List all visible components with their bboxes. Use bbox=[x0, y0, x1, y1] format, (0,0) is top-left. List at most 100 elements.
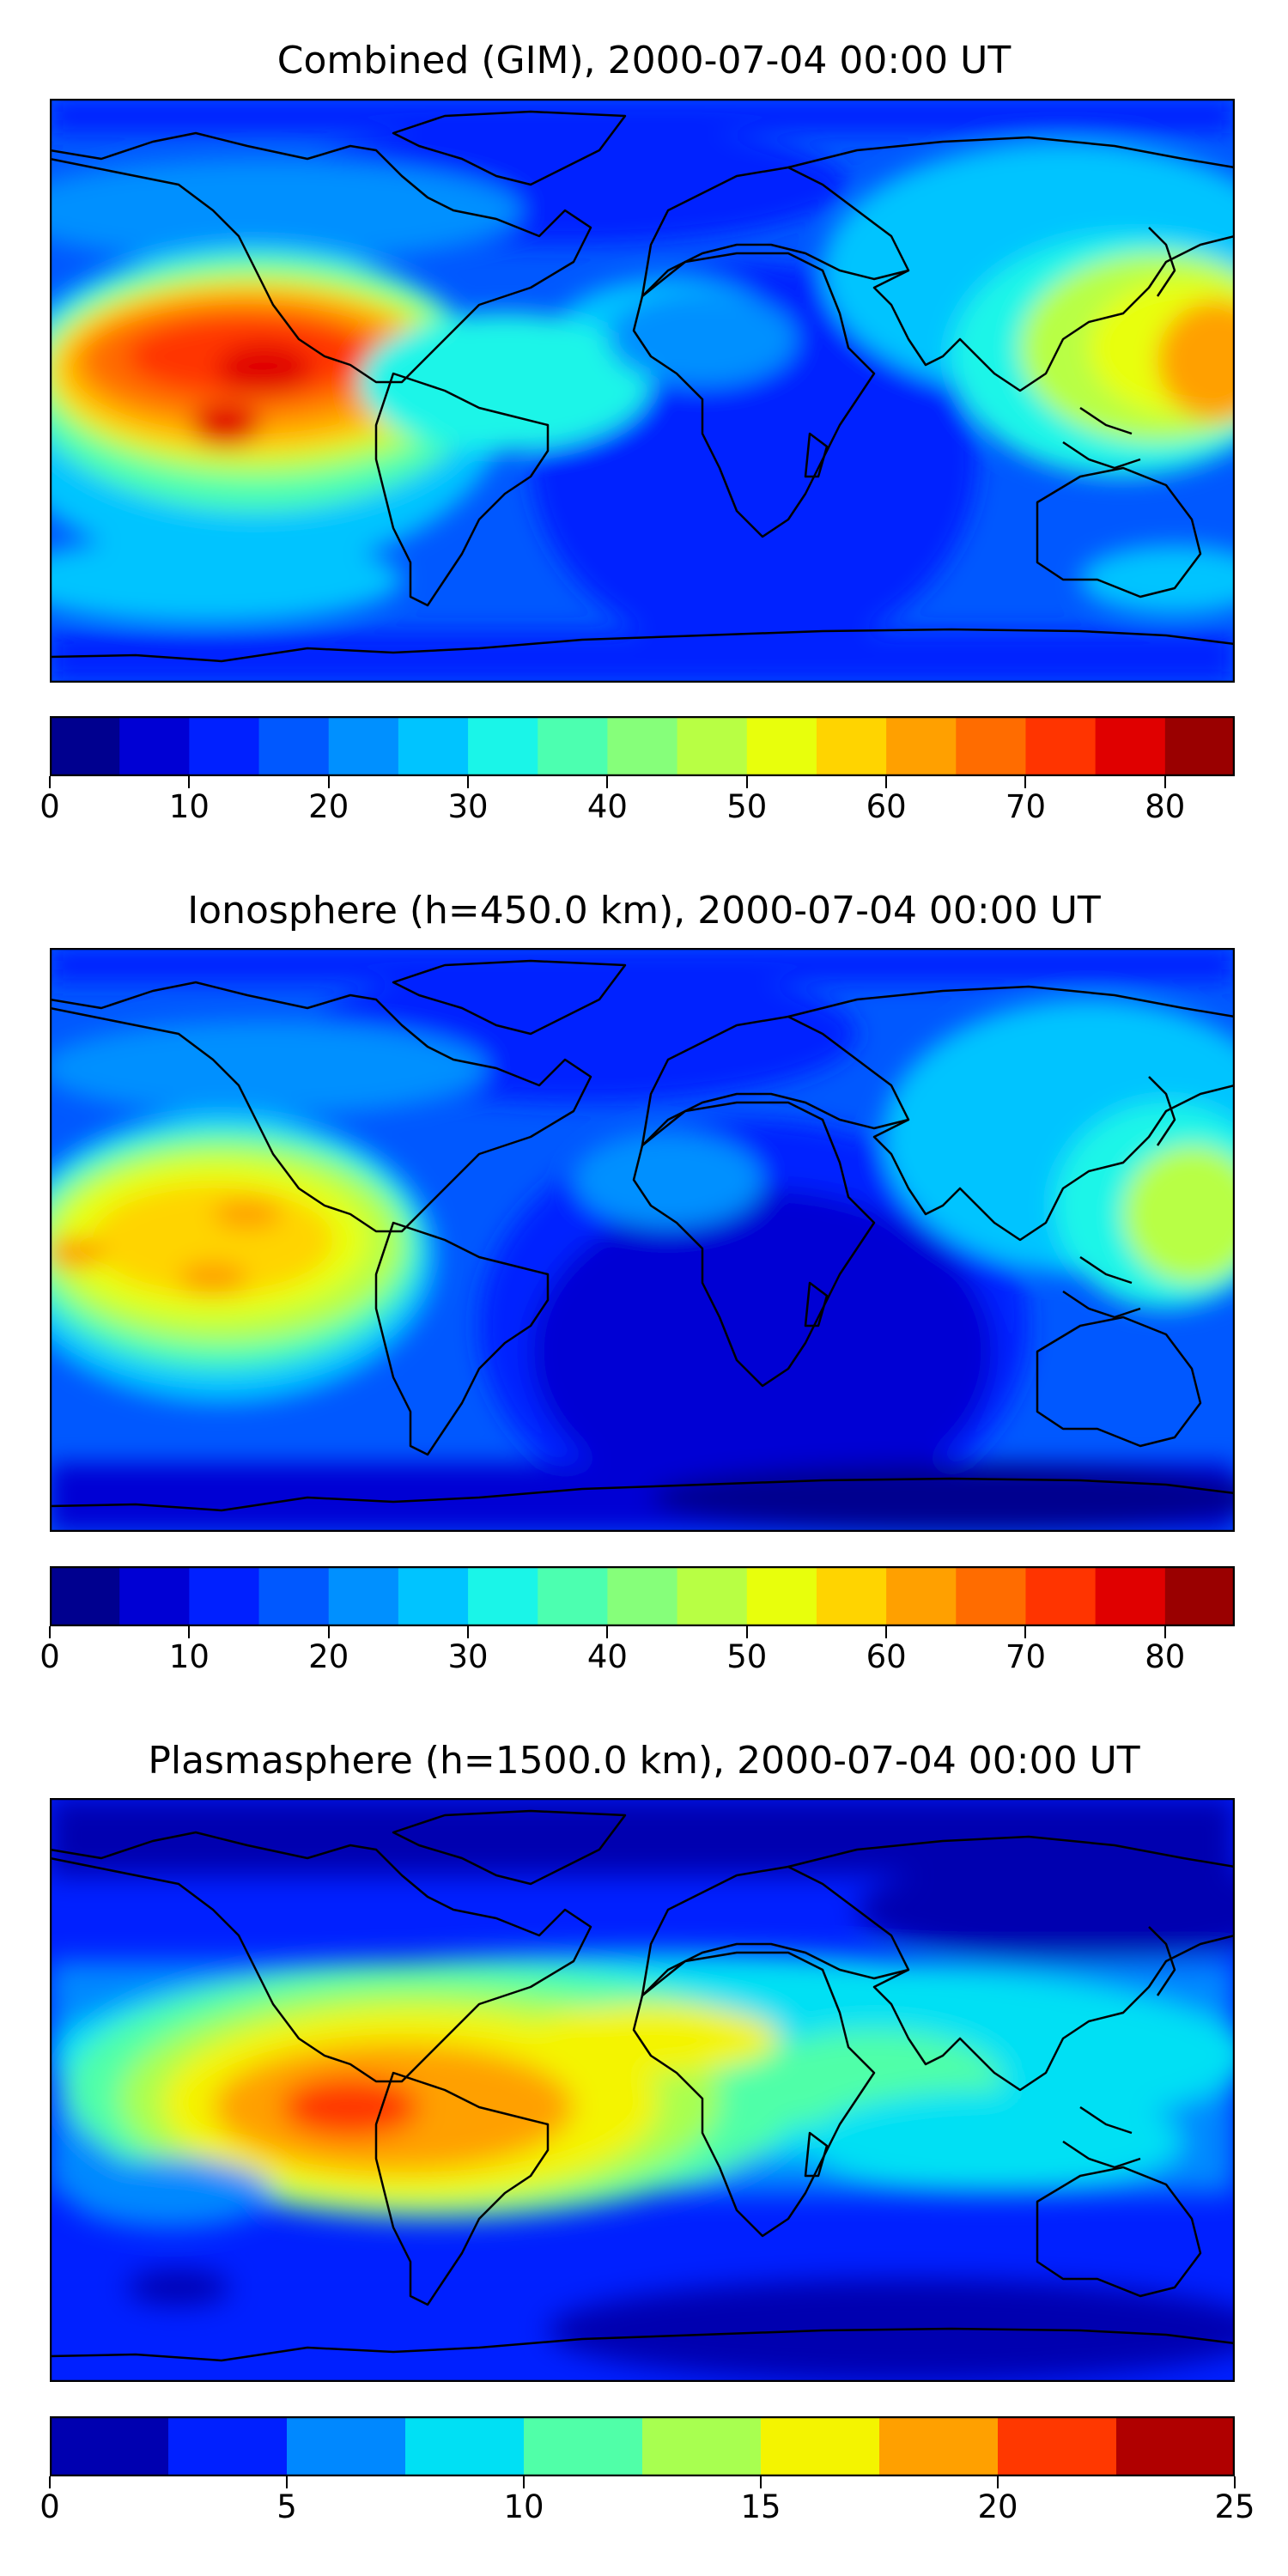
panel-title: Combined (GIM), 2000-07-04 00:00 UT bbox=[276, 39, 1012, 82]
colorbar-segment bbox=[1164, 1566, 1235, 1626]
colorbar-tick-label: 60 bbox=[866, 1638, 907, 1675]
colorbar-tick-mark bbox=[327, 1626, 330, 1638]
colorbar-tick-label: 80 bbox=[1145, 1638, 1186, 1675]
colorbar-segment bbox=[1025, 716, 1097, 776]
colorbar-tick-label: 5 bbox=[276, 2488, 297, 2525]
colorbar-segment bbox=[398, 1566, 469, 1626]
colorbar-tick-mark bbox=[1234, 2476, 1236, 2488]
colorbar-tick-mark bbox=[467, 1626, 470, 1638]
colorbar-plasmasphere bbox=[50, 2416, 1235, 2476]
colorbar-tick-mark bbox=[49, 776, 51, 788]
colorbar-svg bbox=[50, 1566, 1235, 1626]
colorbar-segment bbox=[258, 716, 330, 776]
colorbar-tick-label: 10 bbox=[168, 1638, 210, 1675]
colorbar-segment bbox=[524, 2416, 643, 2476]
colorbar-segment bbox=[538, 716, 608, 776]
coastlines bbox=[50, 959, 1235, 1512]
colorbar-tick-label: 20 bbox=[977, 2488, 1018, 2525]
colorbar-tick-label: 40 bbox=[586, 788, 628, 825]
colorbar-segment bbox=[1116, 2416, 1235, 2476]
colorbar-svg bbox=[50, 2416, 1235, 2476]
colorbar-tick-label: 0 bbox=[39, 788, 60, 825]
colorbar-tick-mark bbox=[327, 776, 330, 788]
panel-title: Ionosphere (h=450.0 km), 2000-07-04 00:0… bbox=[187, 889, 1101, 933]
colorbar-combined bbox=[50, 716, 1235, 776]
colorbar-tick-mark bbox=[760, 2476, 762, 2488]
map-svg bbox=[50, 99, 1235, 683]
map-svg bbox=[50, 948, 1235, 1532]
colorbar-segment bbox=[328, 716, 399, 776]
colorbar-segment bbox=[468, 716, 538, 776]
colorbar-tick-mark bbox=[997, 2476, 999, 2488]
colorbar-segment bbox=[746, 1566, 817, 1626]
colorbar-tick-mark bbox=[606, 776, 609, 788]
colorbar-tick-label: 10 bbox=[168, 788, 210, 825]
colorbar-segment bbox=[287, 2416, 406, 2476]
colorbar-tick-label: 25 bbox=[1214, 2488, 1255, 2525]
map-svg bbox=[50, 1798, 1235, 2382]
colorbar-tick-mark bbox=[606, 1626, 609, 1638]
colorbar-segment bbox=[816, 716, 887, 776]
colorbar-ionosphere bbox=[50, 1566, 1235, 1626]
colorbar-tick-label: 70 bbox=[1005, 788, 1047, 825]
colorbar-segment bbox=[956, 716, 1026, 776]
colorbar-tick-mark bbox=[885, 776, 888, 788]
colorbar-tick-label: 10 bbox=[503, 2488, 544, 2525]
colorbar-segment bbox=[119, 716, 190, 776]
colorbar-segment bbox=[50, 716, 120, 776]
map-combined bbox=[50, 99, 1235, 683]
colorbar-segment bbox=[816, 1566, 887, 1626]
colorbar-tick-mark bbox=[49, 2476, 51, 2488]
colorbar-tick-label: 15 bbox=[740, 2488, 781, 2525]
colorbar-segment bbox=[642, 2416, 762, 2476]
colorbar-segment bbox=[1164, 716, 1235, 776]
colorbar-tick-label: 40 bbox=[586, 1638, 628, 1675]
colorbar-tick-label: 50 bbox=[726, 1638, 768, 1675]
colorbar-segment bbox=[405, 2416, 525, 2476]
colorbar-tick-mark bbox=[188, 776, 191, 788]
colorbar-segment bbox=[1095, 1566, 1166, 1626]
colorbar-tick-mark bbox=[1024, 776, 1027, 788]
colorbar-segment bbox=[956, 1566, 1026, 1626]
colorbar-segment bbox=[607, 1566, 678, 1626]
colorbar-tick-label: 60 bbox=[866, 788, 907, 825]
colorbar-segment bbox=[189, 716, 260, 776]
colorbar-segment bbox=[879, 2416, 999, 2476]
colorbar-segment bbox=[998, 2416, 1117, 2476]
colorbar-segment bbox=[677, 716, 748, 776]
colorbar-tick-mark bbox=[286, 2476, 288, 2488]
colorbar-segment bbox=[189, 1566, 260, 1626]
colorbar-tick-label: 30 bbox=[447, 788, 489, 825]
colorbar-tick-mark bbox=[467, 776, 470, 788]
colorbar-tick-mark bbox=[1163, 776, 1166, 788]
colorbar-segment bbox=[746, 716, 817, 776]
colorbar-tick-mark bbox=[188, 1626, 191, 1638]
colorbar-tick-mark bbox=[1163, 1626, 1166, 1638]
colorbar-tick-label: 20 bbox=[308, 1638, 349, 1675]
colorbar-tick-label: 80 bbox=[1145, 788, 1186, 825]
colorbar-segment bbox=[607, 716, 678, 776]
colorbar-tick-mark bbox=[523, 2476, 525, 2488]
colorbar-segment bbox=[468, 1566, 538, 1626]
colorbar-segment bbox=[398, 716, 469, 776]
colorbar-segment bbox=[50, 1566, 120, 1626]
colorbar-tick-label: 0 bbox=[39, 1638, 60, 1675]
colorbar-tick-mark bbox=[745, 1626, 748, 1638]
colorbar-tick-label: 30 bbox=[447, 1638, 489, 1675]
colorbar-segment bbox=[258, 1566, 330, 1626]
coastlines bbox=[50, 110, 1235, 663]
colorbar-segment bbox=[50, 2416, 169, 2476]
colorbar-segment bbox=[761, 2416, 880, 2476]
map-plasmasphere bbox=[50, 1798, 1235, 2382]
colorbar-tick-label: 50 bbox=[726, 788, 768, 825]
colorbar-segment bbox=[328, 1566, 399, 1626]
colorbar-segment bbox=[168, 2416, 288, 2476]
colorbar-segment bbox=[886, 716, 957, 776]
colorbar-tick-mark bbox=[49, 1626, 51, 1638]
colorbar-svg bbox=[50, 716, 1235, 776]
colorbar-segment bbox=[1025, 1566, 1097, 1626]
colorbar-tick-mark bbox=[885, 1626, 888, 1638]
colorbar-tick-mark bbox=[1024, 1626, 1027, 1638]
panel-title: Plasmasphere (h=1500.0 km), 2000-07-04 0… bbox=[148, 1739, 1140, 1783]
colorbar-segment bbox=[538, 1566, 608, 1626]
